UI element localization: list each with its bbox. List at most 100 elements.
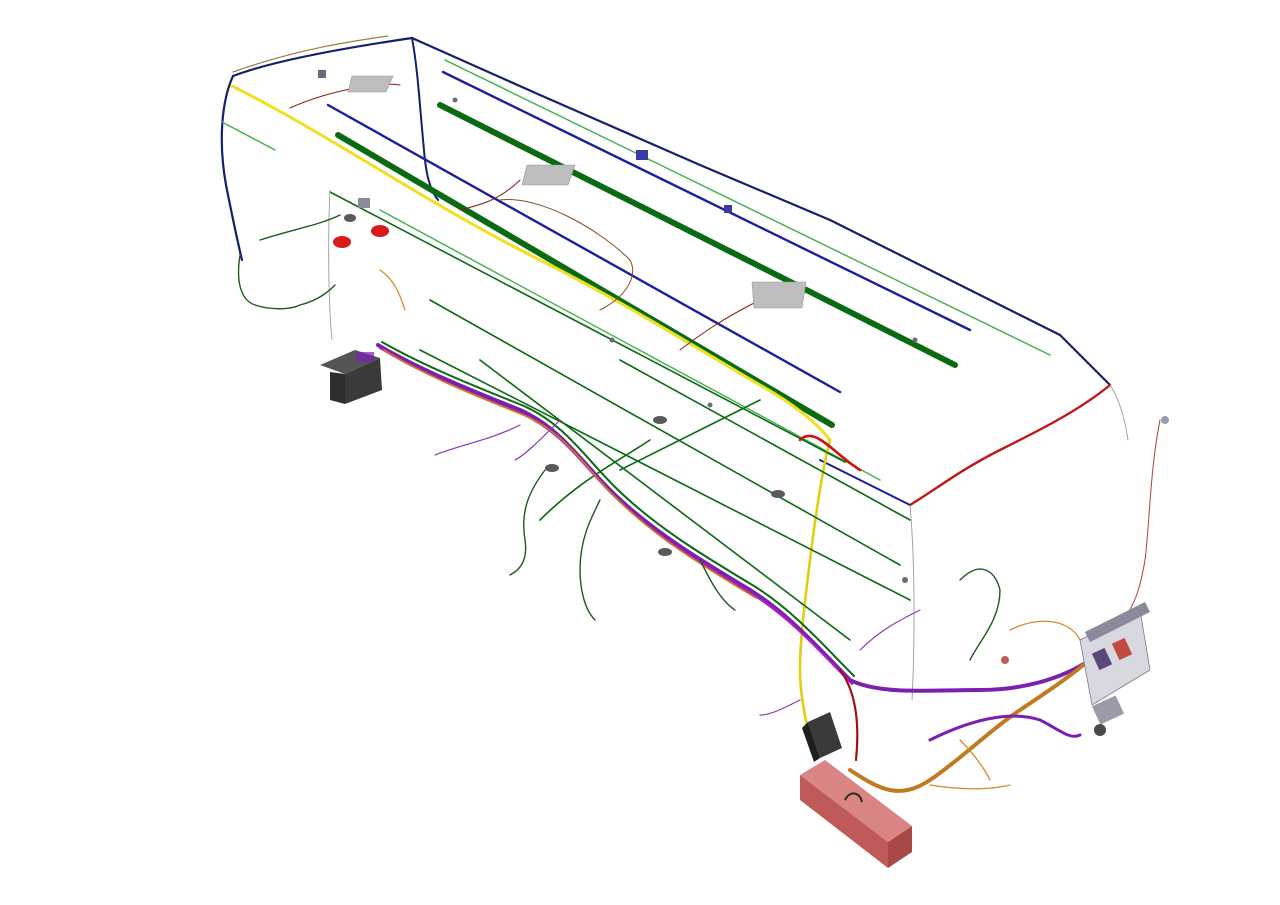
- floor-cross-2: [619, 399, 761, 471]
- bundle-purple: [376, 343, 1092, 693]
- front-face-outline: [328, 189, 333, 341]
- purple-branch-1: [434, 424, 521, 456]
- roof-outline-harness: [220, 35, 1112, 507]
- orange-branch-3: [959, 739, 991, 781]
- roof-panel-2: [521, 164, 576, 186]
- floor-line-2: [419, 349, 911, 601]
- connector-4: [724, 205, 732, 213]
- green-bar-1: [437, 102, 958, 368]
- battery-top: [800, 760, 912, 842]
- red-battery-wire: [838, 668, 859, 762]
- roof-panel-3: [751, 281, 807, 309]
- floor-speaker-1: [545, 464, 559, 472]
- rear-ecu-edge: [802, 722, 820, 762]
- clip-2: [912, 337, 918, 343]
- floor-line-3: [429, 299, 901, 566]
- rear-bundle-orange: [848, 648, 1102, 793]
- roof-longitudinal-bars: [221, 59, 1051, 481]
- battery-side: [888, 826, 912, 868]
- yellow-roof-wire: [230, 84, 832, 442]
- fuse-block-2: [1111, 637, 1133, 661]
- floor-speaker-4: [771, 490, 785, 498]
- rear-fuse-board: [1079, 602, 1151, 725]
- clip-6: [1094, 724, 1106, 736]
- relay-module: [1091, 695, 1125, 725]
- dark-red-panel-wire: [459, 179, 521, 211]
- clip-7: [902, 577, 908, 583]
- front-green-branch: [259, 214, 341, 241]
- rear-corner-outline: [1109, 384, 1129, 441]
- light-green-bar-2: [221, 121, 276, 151]
- front-speaker: [344, 214, 356, 222]
- orange-front-branch: [379, 269, 406, 311]
- battery-front: [800, 775, 888, 868]
- light-green-bar-1: [444, 59, 1051, 356]
- floor-line-1: [329, 191, 846, 463]
- red-loop-wire: [798, 434, 862, 472]
- purple-side-branches: [434, 419, 921, 716]
- orange-branch-2: [929, 784, 1011, 790]
- drop-branch-3: [699, 559, 736, 611]
- roof-front-edge-wire: [231, 36, 1112, 387]
- floor-line-5: [619, 359, 911, 521]
- red-lamp-left: [333, 236, 351, 248]
- floor-line-4: [479, 359, 851, 641]
- clip-5: [1161, 416, 1169, 424]
- light-green-bar-3: [379, 209, 881, 481]
- battery-handle: [844, 792, 863, 803]
- floor-speaker-3: [653, 416, 667, 424]
- connector-1: [358, 198, 370, 208]
- rear-thin-red-wire: [1129, 419, 1161, 611]
- yellow-drop-wire: [798, 438, 832, 747]
- front-ecu-side: [345, 358, 382, 404]
- clip-4: [707, 402, 713, 408]
- rear-bundle-purple: [928, 714, 1082, 742]
- drop-branch-2: [579, 499, 601, 621]
- body-outline: [328, 189, 1129, 701]
- floor-speaker-2: [658, 548, 672, 556]
- purple-branch-4: [759, 699, 801, 716]
- floor-cross-1: [539, 439, 651, 521]
- roof-front-left-pillar-wire: [220, 74, 244, 262]
- clip-1: [452, 97, 458, 103]
- blue-bar-1: [441, 70, 972, 332]
- front-lamps: [333, 225, 389, 248]
- purple-branch-3: [859, 609, 921, 651]
- front-ecu-module: [320, 350, 382, 404]
- orange-branch-1: [1009, 620, 1081, 641]
- front-left-branches: [237, 214, 1001, 661]
- bundle-green: [381, 341, 855, 677]
- red-lamp-right: [371, 225, 389, 237]
- battery-box: [800, 760, 912, 868]
- brown-loop-wire: [499, 199, 634, 311]
- rear-ecu-module: [802, 712, 842, 762]
- front-green-loop: [237, 254, 336, 310]
- dark-red-panel-wire-2: [679, 299, 761, 351]
- front-ecu-connector: [356, 352, 374, 362]
- clip-3: [609, 337, 615, 343]
- floor-green-lines: [329, 191, 911, 641]
- roof-thin-top-wire: [232, 35, 389, 73]
- rear-green-branch: [959, 568, 1001, 661]
- fuse-block-1: [1091, 647, 1113, 671]
- drop-branch-1: [509, 469, 546, 576]
- front-ecu-front: [330, 372, 345, 404]
- green-bar-2: [335, 132, 835, 428]
- connectors: [318, 70, 1169, 736]
- roof-panel-1: [347, 75, 394, 93]
- bundle-orange: [383, 349, 757, 599]
- connector-3: [636, 150, 648, 160]
- clip-8: [1001, 656, 1009, 664]
- roof-side-edge-wire: [819, 459, 911, 506]
- orange-rear-branches: [379, 269, 1081, 790]
- fuse-board-strip: [1085, 602, 1150, 642]
- roof-right-pillar-wire: [411, 37, 439, 201]
- purple-branch-2: [514, 419, 561, 461]
- roof-panels: [347, 75, 807, 309]
- yellow-harness: [230, 84, 832, 747]
- main-floor-bundle: [376, 341, 1102, 793]
- connector-2: [318, 70, 326, 78]
- rear-ecu-face: [808, 712, 842, 758]
